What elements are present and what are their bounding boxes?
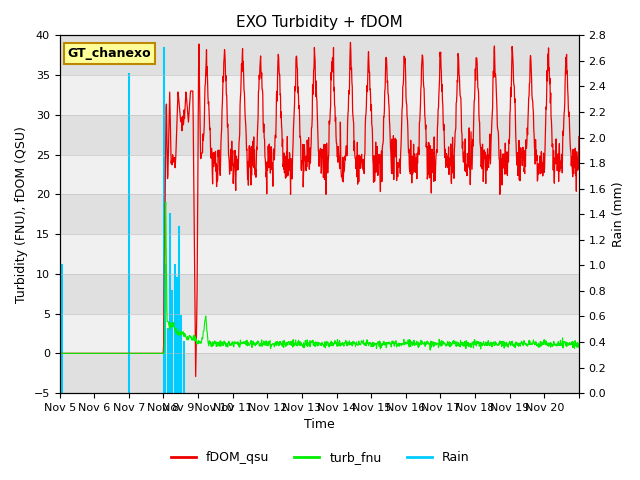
- Bar: [60, 36, 579, 75]
- Legend: fDOM_qsu, turb_fnu, Rain: fDOM_qsu, turb_fnu, Rain: [166, 446, 474, 469]
- Text: GT_chanexo: GT_chanexo: [67, 47, 151, 60]
- X-axis label: Time: Time: [304, 419, 335, 432]
- Bar: [60, 313, 579, 353]
- Bar: [60, 194, 579, 234]
- Bar: [60, 115, 579, 155]
- Y-axis label: Turbidity (FNU), fDOM (QSU): Turbidity (FNU), fDOM (QSU): [15, 126, 28, 303]
- Bar: [60, 234, 579, 274]
- Y-axis label: Rain (mm): Rain (mm): [612, 181, 625, 247]
- Bar: [60, 75, 579, 115]
- Bar: [60, 155, 579, 194]
- Bar: [60, 353, 579, 393]
- Title: EXO Turbidity + fDOM: EXO Turbidity + fDOM: [236, 15, 403, 30]
- Bar: [60, 274, 579, 313]
